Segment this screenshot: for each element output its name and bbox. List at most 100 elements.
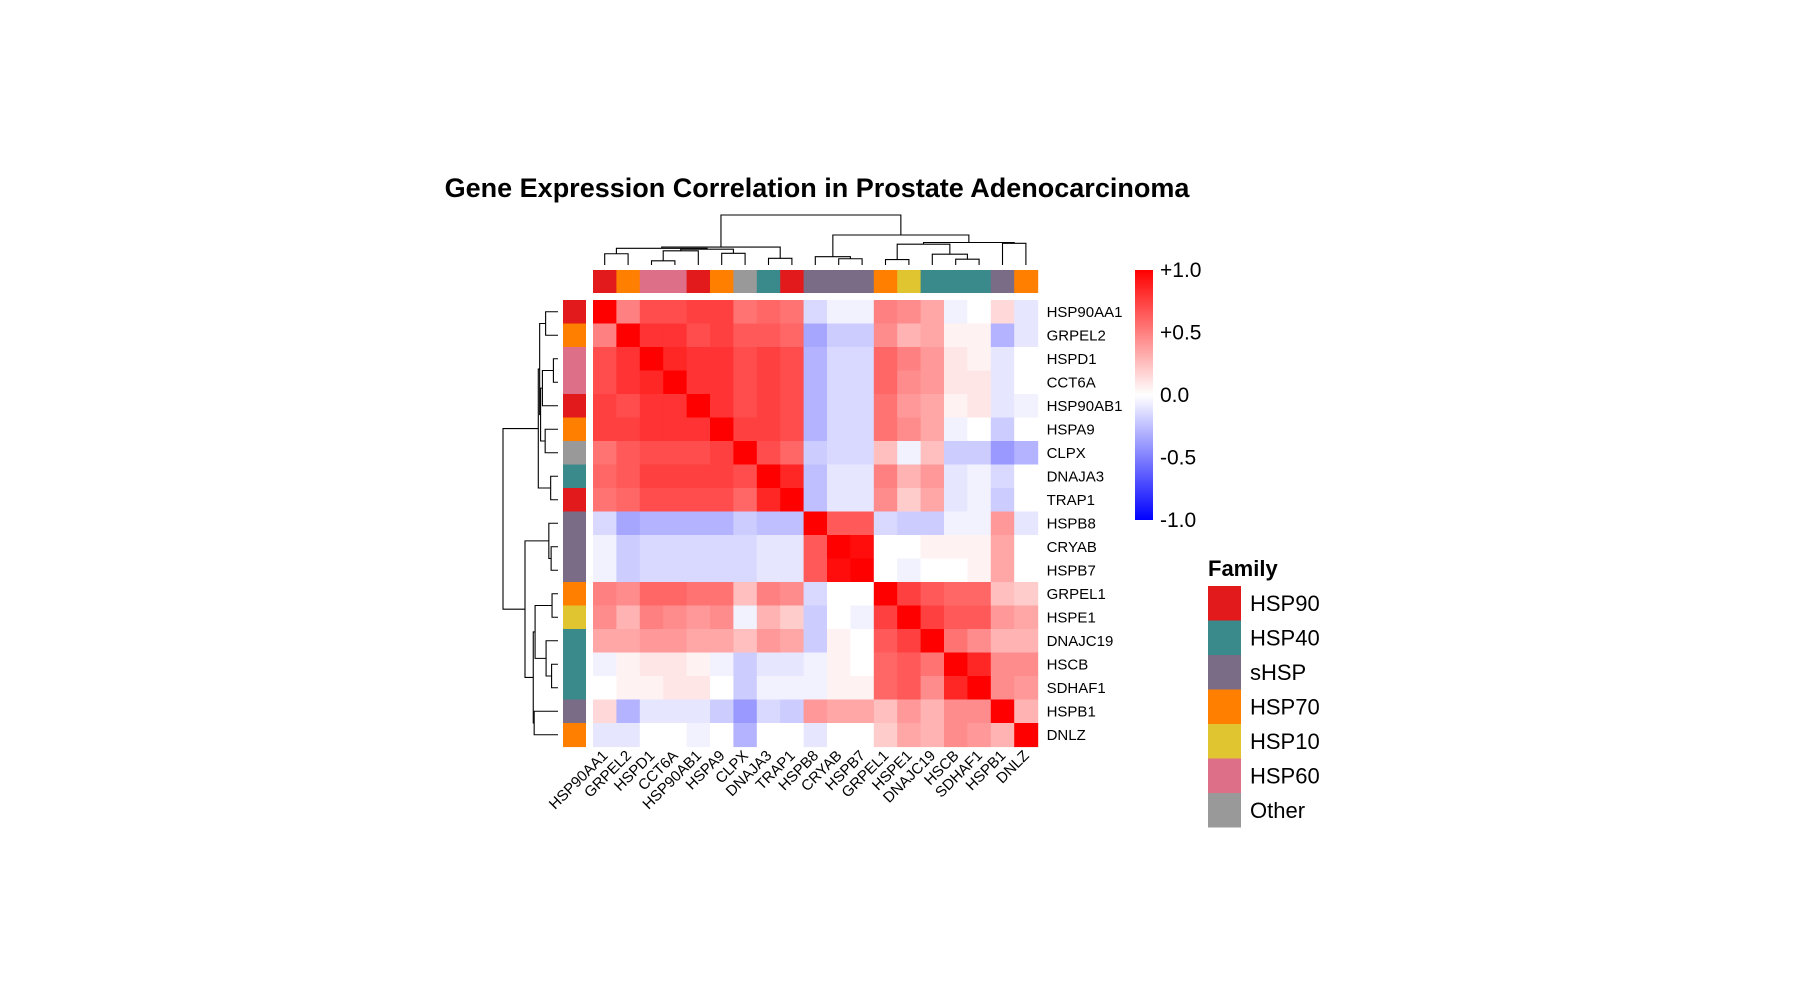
- heatmap-cell-HSPA9-HSP90AA1: [593, 417, 617, 442]
- heatmap-cell-GRPEL1-DNAJC19: [920, 582, 945, 607]
- heatmap-cell-HSPB7-DNLZ: [1014, 558, 1039, 583]
- heatmap-cell-HSPD1-DNLZ: [1014, 347, 1039, 372]
- heatmap-cell-DNAJC19-HSPA9: [710, 629, 734, 654]
- heatmap-cell-TRAP1-HSPB1: [990, 488, 1015, 513]
- heatmap-cell-GRPEL2-HSPA9: [710, 323, 734, 348]
- heatmap-cell-HSP90AB1-HSPB7: [850, 394, 875, 419]
- row-label-HSP90AA1: HSP90AA1: [1047, 304, 1123, 321]
- heatmap-cell-DNLZ-HSP90AB1: [686, 723, 711, 748]
- heatmap-cell-HSPE1-HSPB1: [990, 605, 1015, 630]
- heatmap-cell-HSPB8-HSCB: [944, 511, 968, 536]
- heatmap-cell-HSPA9-GRPEL2: [616, 417, 641, 442]
- heatmap-cell-HSPB7-CLPX: [733, 558, 758, 583]
- heatmap-cell-DNAJC19-HSPD1: [639, 629, 664, 654]
- heatmap-cell-HSPE1-HSP90AB1: [686, 605, 711, 630]
- row-label-DNLZ: DNLZ: [1047, 727, 1086, 744]
- heatmap-cell-DNLZ-HSPB8: [803, 723, 828, 748]
- color-scale-tick-0: +1.0: [1160, 259, 1201, 282]
- heatmap-cell-DNAJA3-DNAJC19: [920, 464, 945, 489]
- heatmap-cell-GRPEL1-HSCB: [944, 582, 968, 607]
- heatmap-cell-SDHAF1-CRYAB: [827, 676, 851, 701]
- row-annotation-HSPB7: [563, 558, 586, 583]
- heatmap-cell-CLPX-HSPD1: [639, 441, 664, 466]
- heatmap-cell-HSPB8-CLPX: [733, 511, 758, 536]
- heatmap-cell-GRPEL2-DNLZ: [1014, 323, 1039, 348]
- heatmap-cell-CRYAB-HSPD1: [639, 535, 664, 560]
- heatmap-cell-CRYAB-HSPB1: [990, 535, 1015, 560]
- column-annotation-CLPX: [733, 270, 758, 293]
- heatmap-cell-HSPB7-HSPB7: [850, 558, 875, 583]
- row-label-CCT6A: CCT6A: [1047, 374, 1096, 391]
- heatmap-cell-DNAJC19-HSP90AA1: [593, 629, 617, 654]
- heatmap-cell-GRPEL1-DNLZ: [1014, 582, 1039, 607]
- heatmap-cell-HSPB7-GRPEL1: [873, 558, 898, 583]
- heatmap-cell-HSPB1-DNAJC19: [920, 699, 945, 724]
- heatmap-cell-DNAJC19-GRPEL2: [616, 629, 641, 654]
- heatmap-cell-TRAP1-DNLZ: [1014, 488, 1039, 513]
- heatmap-cell-CRYAB-CCT6A: [663, 535, 688, 560]
- heatmap-cell-SDHAF1-HSP90AB1: [686, 676, 711, 701]
- heatmap-cell-CRYAB-HSPA9: [710, 535, 734, 560]
- color-scale-tick-4: -1.0: [1160, 509, 1196, 532]
- row-label-GRPEL1: GRPEL1: [1047, 586, 1106, 603]
- row-labels: HSP90AA1 GRPEL2 HSPD1 CCT6A HSP90AB1 HSPA9 CLP…: [1047, 304, 1123, 744]
- heatmap-cell-HSPB8-TRAP1: [780, 511, 805, 536]
- column-annotation-CRYAB: [827, 270, 851, 293]
- heatmap-cell-DNAJC19-DNAJA3: [756, 629, 781, 654]
- heatmap-cell-HSPB7-GRPEL2: [616, 558, 641, 583]
- heatmap-cell-HSPA9-HSP90AB1: [686, 417, 711, 442]
- heatmap-cell-CLPX-CRYAB: [827, 441, 851, 466]
- heatmap-cell-DNLZ-HSCB: [944, 723, 968, 748]
- heatmap-cell-HSPD1-HSPB8: [803, 347, 828, 372]
- heatmap-cell-DNAJA3-HSP90AB1: [686, 464, 711, 489]
- heatmap-cell-DNLZ-DNAJA3: [756, 723, 781, 748]
- heatmap-cell-DNAJA3-DNAJA3: [756, 464, 781, 489]
- heatmap-cell-GRPEL1-HSPD1: [639, 582, 664, 607]
- row-label-HSPB8: HSPB8: [1047, 515, 1096, 532]
- heatmap-cell-CRYAB-CRYAB: [827, 535, 851, 560]
- heatmap-cell-SDHAF1-HSPE1: [897, 676, 922, 701]
- heatmap-cell-CLPX-TRAP1: [780, 441, 805, 466]
- heatmap-cell-DNLZ-HSP90AA1: [593, 723, 617, 748]
- heatmap-cell-HSPE1-GRPEL2: [616, 605, 641, 630]
- heatmap-cell-GRPEL2-HSPE1: [897, 323, 922, 348]
- heatmap-cell-CCT6A-DNAJC19: [920, 370, 945, 395]
- heatmap-cell-DNAJC19-CRYAB: [827, 629, 851, 654]
- heatmap-cell-CLPX-HSP90AB1: [686, 441, 711, 466]
- heatmap-cell-DNAJC19-HSCB: [944, 629, 968, 654]
- heatmap-cell-HSPB7-DNAJA3: [756, 558, 781, 583]
- heatmap-cell-HSPB7-HSPE1: [897, 558, 922, 583]
- heatmap-cell-HSPA9-SDHAF1: [967, 417, 992, 442]
- heatmap-cell-GRPEL1-HSPE1: [897, 582, 922, 607]
- heatmap-cell-HSPB1-GRPEL1: [873, 699, 898, 724]
- row-label-DNAJA3: DNAJA3: [1047, 468, 1105, 485]
- heatmap-cell-DNAJC19-TRAP1: [780, 629, 805, 654]
- row-annotation-CRYAB: [563, 535, 586, 560]
- row-dendrogram-branch-3: [550, 546, 558, 571]
- legend-label-HSP10: HSP10: [1250, 729, 1320, 754]
- heatmap-cell-TRAP1-TRAP1: [780, 488, 805, 513]
- heatmap-cell-DNLZ-SDHAF1: [967, 723, 992, 748]
- heatmap-cell-CLPX-SDHAF1: [967, 441, 992, 466]
- heatmap-cell-HSPE1-CLPX: [733, 605, 758, 630]
- heatmap-cell-HSP90AB1-HSP90AA1: [593, 394, 617, 419]
- heatmap-cell-HSP90AA1-HSPB8: [803, 300, 828, 325]
- heatmap-cell-HSP90AA1-HSP90AB1: [686, 300, 711, 325]
- heatmap-cell-CCT6A-HSPB1: [990, 370, 1015, 395]
- color-scale-tick-3: -0.5: [1160, 447, 1196, 470]
- column-dendrogram-branch-0: [650, 260, 676, 265]
- heatmap-cell-HSPB8-HSP90AB1: [686, 511, 711, 536]
- heatmap-cell-CCT6A-HSP90AB1: [686, 370, 711, 395]
- heatmap-cell-HSP90AA1-HSPA9: [710, 300, 734, 325]
- column-annotation-HSP90AA1: [593, 270, 617, 293]
- column-dendrogram-branch-9: [662, 250, 699, 265]
- heatmap-cell-HSP90AB1-HSCB: [944, 394, 968, 419]
- column-annotation-HSPD1: [639, 270, 664, 293]
- heatmap-cell-HSPA9-HSPA9: [710, 417, 734, 442]
- row-dendrogram-branch-7: [545, 311, 558, 336]
- heatmap-cell-HSPD1-CRYAB: [827, 347, 851, 372]
- heatmap-cell-DNLZ-DNLZ: [1014, 723, 1039, 748]
- heatmap-cell-HSP90AA1-GRPEL2: [616, 300, 641, 325]
- row-annotation-SDHAF1: [563, 676, 586, 701]
- heatmap-cell-HSPB1-HSPB1: [990, 699, 1015, 724]
